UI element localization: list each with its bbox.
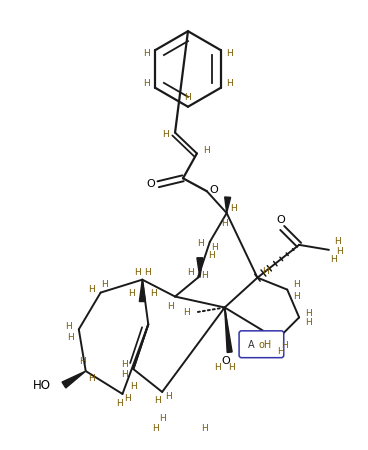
Text: H: H [130, 382, 137, 392]
Text: H: H [134, 268, 141, 277]
Text: H: H [165, 392, 171, 401]
Text: H: H [305, 309, 311, 318]
Text: O: O [221, 356, 230, 366]
Text: O: O [276, 215, 284, 225]
Text: H: H [330, 255, 337, 264]
Text: H: H [143, 49, 150, 58]
Text: H: H [185, 93, 191, 102]
Polygon shape [139, 279, 145, 302]
FancyBboxPatch shape [239, 331, 284, 358]
Text: H: H [281, 341, 288, 350]
Text: H: H [143, 79, 150, 88]
Text: H: H [128, 289, 135, 298]
Text: H: H [228, 363, 235, 372]
Text: H: H [201, 271, 208, 280]
Polygon shape [225, 307, 232, 352]
Text: H: H [121, 360, 128, 369]
Text: H: H [88, 285, 95, 294]
Text: H: H [184, 308, 190, 317]
Text: H: H [154, 396, 160, 405]
Text: H: H [144, 268, 151, 277]
Text: H: H [208, 251, 215, 260]
Text: H: H [336, 248, 343, 256]
Polygon shape [225, 197, 231, 213]
Text: HO: HO [33, 378, 51, 392]
Text: H: H [66, 322, 72, 331]
Text: H: H [335, 238, 341, 247]
Text: H: H [116, 400, 123, 409]
Text: O: O [146, 179, 155, 189]
Text: H: H [121, 369, 128, 378]
Text: H: H [221, 219, 228, 228]
Text: H: H [79, 357, 86, 366]
Text: H: H [226, 49, 233, 58]
Text: H: H [211, 243, 218, 252]
Text: H: H [230, 203, 237, 212]
Text: oH: oH [259, 340, 272, 350]
Text: H: H [305, 318, 311, 327]
Text: H: H [293, 280, 300, 289]
Text: H: H [262, 267, 269, 276]
Text: H: H [215, 363, 221, 372]
Text: H: H [201, 424, 208, 433]
Polygon shape [197, 258, 203, 278]
Text: H: H [101, 280, 108, 289]
Text: H: H [198, 239, 204, 248]
Text: H: H [88, 374, 95, 382]
Text: A: A [248, 340, 255, 350]
Text: H: H [293, 292, 300, 301]
Text: O: O [209, 185, 218, 195]
Text: H: H [67, 333, 74, 342]
Text: H: H [226, 79, 233, 88]
Text: H: H [124, 394, 131, 403]
Text: H: H [204, 146, 210, 155]
Text: H: H [152, 424, 159, 433]
Text: H: H [167, 302, 173, 311]
Text: H: H [159, 414, 166, 423]
Text: H: H [277, 346, 284, 356]
Polygon shape [62, 371, 86, 388]
Text: H: H [150, 289, 157, 298]
Text: H: H [188, 268, 194, 277]
Text: H: H [162, 130, 169, 139]
